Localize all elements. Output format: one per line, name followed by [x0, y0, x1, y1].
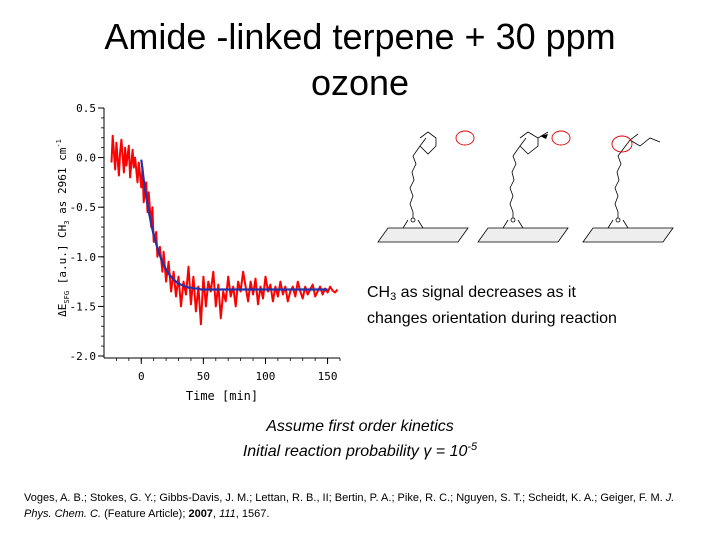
y-label-sub1: SFG [63, 291, 71, 304]
annotation-prefix: CH [367, 284, 391, 301]
assumption-exponent: -5 [467, 441, 478, 453]
molecule-structures-illustration [377, 130, 674, 243]
assumption-line-1: Assume first order kinetics [266, 418, 454, 435]
chart: 0.5 0.0 -0.5 -1.0 -1.5 -2.0 0 50 100 150 Time [mi… [55, 102, 341, 403]
citation-pages: , 1567. [235, 508, 270, 520]
assumption-line-2-mid: = 10 [431, 443, 468, 460]
x-axis-label: Time [min] [186, 389, 258, 403]
chart-series [110, 134, 339, 326]
slide-title: Amide -linked terpene + 30 ppm ozone [104, 16, 616, 103]
x-tick-label: 150 [318, 370, 338, 383]
x-tick-label: 0 [138, 370, 145, 383]
y-tick-label: -1.5 [70, 300, 97, 313]
y-tick-label: 0.0 [76, 152, 96, 165]
citation-type: (Feature Article); [101, 508, 189, 520]
y-label-sup: -1 [55, 139, 63, 147]
y-tick-label: -1.0 [70, 251, 97, 264]
citation: Voges, A. B.; Stokes, G. Y.; Gibbs-Davis… [24, 490, 696, 522]
fit-series-line [140, 159, 328, 291]
y-tick-label: -2.0 [70, 350, 97, 363]
y-label-sub2: 3 [63, 220, 71, 224]
y-label-mid: [a.u.] CH [56, 225, 69, 291]
assumption-text: Assume first order kinetics Initial reac… [160, 416, 560, 462]
citation-authors: Voges, A. B.; Stokes, G. Y.; Gibbs-Davis… [24, 492, 666, 504]
chart-axes [103, 108, 340, 359]
citation-journal: J. Phys. Chem. C. [24, 492, 675, 520]
citation-volume: 111 [219, 508, 236, 520]
y-label-rest: as 2961 cm [56, 147, 69, 220]
x-tick-label: 50 [197, 370, 210, 383]
annotation-sub: 3 [390, 291, 397, 303]
assumption-line-2: Initial reaction probability γ = 10-5 [160, 437, 560, 462]
signal-annotation: CH3 as signal decreases as it changes or… [367, 282, 637, 329]
gamma-symbol: γ [423, 443, 432, 460]
y-label-main: ΔE [56, 304, 69, 317]
citation-sep: , [212, 508, 220, 520]
annotation-suffix: as signal decreases as it changes orient… [367, 284, 617, 327]
data-series-line [110, 134, 339, 326]
y-tick-label: -0.5 [70, 201, 97, 214]
chart-ticks: 0.5 0.0 -0.5 -1.0 -1.5 -2.0 0 50 100 150 [70, 102, 341, 383]
y-axis-label: ΔESFG [a.u.] CH3 as 2961 cm-1 [55, 139, 71, 317]
x-tick-label: 100 [256, 370, 276, 383]
assumption-line-2-prefix: Initial reaction probability [242, 443, 424, 460]
y-tick-label: 0.5 [76, 102, 96, 115]
citation-year: 2007 [188, 508, 213, 520]
